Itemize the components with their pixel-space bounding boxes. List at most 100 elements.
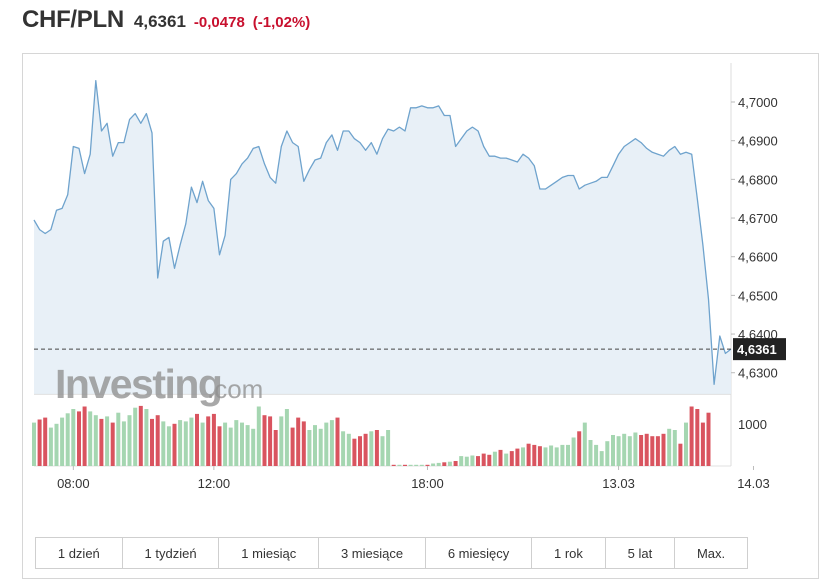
volume-bar	[37, 419, 42, 466]
investing-watermark-logo: Investing .com	[55, 361, 263, 407]
volume-bar	[425, 464, 430, 466]
price-point	[112, 156, 113, 157]
range-1-month-button[interactable]: 1 miesiąc	[219, 538, 320, 568]
volume-bar	[88, 411, 93, 466]
volume-bar	[470, 455, 475, 466]
volume-bars	[32, 405, 711, 466]
volume-bar	[71, 409, 76, 466]
price-point	[416, 107, 417, 108]
volume-bar	[228, 427, 233, 466]
price-point	[382, 138, 383, 139]
price-point	[511, 159, 512, 160]
volume-bar	[577, 431, 582, 466]
volume-bar	[307, 430, 312, 466]
price-point	[444, 115, 445, 116]
volume-bar	[588, 440, 593, 466]
volume-bar	[403, 464, 407, 466]
price-point	[106, 123, 107, 124]
x-tick-label: 18:00	[411, 476, 444, 491]
price-point	[354, 138, 355, 139]
price-point	[303, 181, 304, 182]
range-3-months-button[interactable]: 3 miesiące	[319, 538, 426, 568]
range-1-year-button[interactable]: 1 rok	[532, 538, 606, 568]
volume-bar	[549, 445, 554, 466]
price-point	[314, 159, 315, 160]
price-point	[697, 198, 698, 199]
price-point	[500, 157, 501, 158]
price-point	[320, 157, 321, 158]
volume-bar	[54, 423, 59, 466]
volume-bar	[616, 436, 621, 466]
volume-bar	[150, 418, 154, 466]
volume-bar	[543, 447, 548, 466]
price-point	[191, 186, 192, 187]
y-tick-label: 4,6700	[738, 211, 778, 226]
range-5-years-button[interactable]: 5 lat	[606, 538, 676, 568]
volume-bar	[492, 451, 497, 466]
price-point	[624, 146, 625, 147]
range-6-months-button[interactable]: 6 miesięcy	[426, 538, 533, 568]
volume-bar	[82, 406, 87, 466]
price-point	[95, 80, 96, 81]
price-point	[685, 152, 686, 153]
volume-bar	[65, 413, 70, 466]
current-price-label: 4,6361	[737, 342, 777, 357]
volume-bar	[116, 412, 121, 466]
price-point	[281, 146, 282, 147]
volume-bar	[532, 444, 537, 466]
price-point	[275, 183, 276, 184]
range-max-button[interactable]: Max.	[696, 545, 726, 561]
volume-bar	[43, 417, 48, 466]
price-point	[517, 161, 518, 162]
price-point	[101, 130, 102, 131]
price-point	[61, 208, 62, 209]
price-point	[567, 175, 568, 176]
price-point	[466, 130, 467, 131]
price-point	[635, 138, 636, 139]
volume-bar	[459, 456, 464, 466]
price-point	[140, 123, 141, 124]
price-point	[387, 128, 388, 129]
volume-bar	[639, 435, 644, 466]
volume-bar	[369, 431, 374, 466]
price-point	[292, 142, 293, 143]
volume-bar	[99, 418, 104, 466]
volume-bar	[447, 461, 452, 466]
price-point	[562, 177, 563, 178]
price-point	[230, 179, 231, 180]
price-point	[168, 237, 169, 238]
price-point	[298, 146, 299, 147]
price-point	[135, 113, 136, 114]
price-point	[258, 146, 259, 147]
volume-bar	[487, 454, 492, 466]
y-tick-label: 4,6600	[738, 250, 778, 265]
price-point	[202, 181, 203, 182]
current-price-marker: 4,6361	[34, 338, 786, 361]
price-point	[253, 148, 254, 149]
volume-bar	[498, 449, 503, 466]
range-1-week-button[interactable]: 1 tydzień	[123, 538, 220, 568]
volume-bar	[166, 426, 171, 466]
price-point	[146, 113, 147, 114]
volume-bar	[515, 448, 520, 466]
range-1-day-button[interactable]: 1 dzień	[36, 538, 123, 568]
price-point	[713, 384, 714, 385]
volume-bar	[622, 433, 627, 466]
watermark-suffix: .com	[207, 374, 263, 404]
volume-bar	[678, 443, 683, 466]
price-point	[584, 185, 585, 186]
volume-bar	[93, 415, 98, 466]
volume-bar	[273, 430, 278, 466]
price-point	[331, 134, 332, 135]
volume-bar	[672, 430, 677, 466]
price-point	[179, 244, 180, 245]
volume-bar	[397, 464, 402, 466]
instrument-header: CHF/PLN 4,6361 -0,0478 (-1,02%)	[22, 6, 310, 36]
x-tick-label: 08:00	[57, 476, 90, 491]
volume-bar	[211, 413, 216, 466]
volume-bar	[301, 421, 306, 466]
price-point	[404, 130, 405, 131]
volume-bar	[627, 436, 632, 466]
price-point	[506, 157, 507, 158]
